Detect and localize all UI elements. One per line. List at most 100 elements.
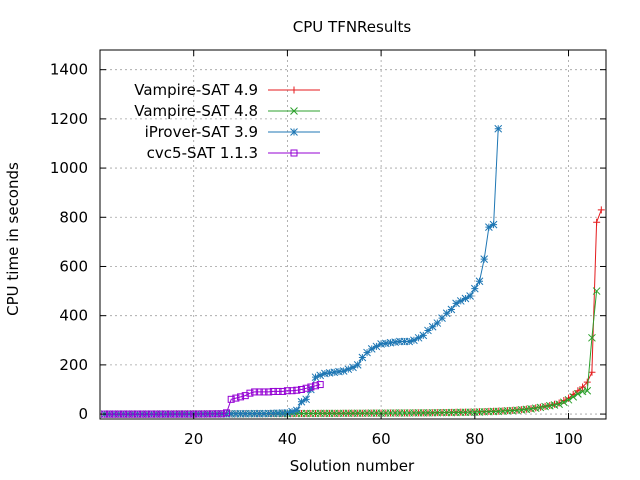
data-point — [283, 387, 291, 395]
data-point — [545, 401, 554, 410]
data-point — [410, 336, 418, 345]
y-tick-label: 600 — [59, 257, 88, 275]
data-point — [377, 340, 385, 348]
data-point — [133, 410, 141, 418]
data-point — [381, 339, 390, 348]
data-point — [251, 388, 259, 396]
data-point — [227, 409, 236, 418]
data-point — [213, 410, 221, 418]
data-point — [480, 255, 489, 263]
data-point — [367, 345, 376, 353]
y-tick-label: 0 — [78, 405, 88, 423]
data-point — [579, 383, 587, 391]
data-point — [339, 367, 348, 375]
data-point — [559, 398, 568, 407]
data-point — [578, 387, 587, 396]
series-2 — [100, 124, 503, 418]
data-point — [260, 409, 268, 418]
data-point — [166, 410, 174, 418]
legend-label: Vampire-SAT 4.8 — [134, 102, 258, 120]
data-point — [292, 406, 301, 415]
data-point — [115, 410, 123, 418]
data-point — [255, 388, 263, 396]
data-point — [597, 206, 605, 214]
legend-label: iProver-SAT 3.9 — [145, 123, 258, 141]
data-point — [438, 314, 446, 322]
data-point — [265, 388, 273, 396]
series-line — [104, 291, 598, 415]
legend-marker — [290, 149, 298, 157]
data-point — [536, 403, 545, 412]
y-tick-label: 1400 — [50, 61, 88, 79]
data-point — [297, 397, 306, 406]
data-point — [278, 409, 287, 417]
series-1 — [100, 287, 601, 418]
data-point — [148, 410, 156, 418]
data-point — [583, 378, 591, 386]
data-point — [194, 410, 202, 418]
data-point — [541, 402, 549, 411]
data-point — [372, 342, 381, 351]
data-point — [138, 410, 146, 418]
data-point — [241, 409, 250, 418]
data-point — [311, 373, 320, 382]
data-point — [208, 410, 216, 418]
data-point — [414, 333, 423, 342]
data-point — [110, 410, 118, 418]
data-point — [306, 385, 315, 394]
data-point — [232, 394, 240, 402]
legend-label: cvc5-SAT 1.1.3 — [147, 144, 258, 162]
data-point — [358, 353, 367, 362]
data-point — [302, 384, 310, 392]
data-point — [264, 409, 273, 418]
data-point — [246, 409, 254, 418]
data-point — [485, 223, 493, 231]
legend-marker — [290, 107, 298, 115]
data-point — [176, 410, 184, 418]
data-point — [363, 348, 371, 357]
y-axis-label: CPU time in seconds — [4, 162, 22, 316]
data-point — [316, 381, 324, 389]
data-point — [489, 220, 498, 229]
series-layer — [100, 124, 605, 418]
data-point — [204, 410, 212, 418]
data-point — [255, 409, 264, 418]
data-point — [269, 387, 277, 395]
data-point — [583, 386, 592, 395]
data-point — [232, 409, 240, 418]
chart-title: CPU TFNResults — [293, 18, 412, 36]
data-point — [335, 367, 343, 376]
data-point — [274, 409, 282, 417]
data-point — [442, 309, 451, 318]
data-point — [302, 395, 311, 404]
y-tick-label: 1000 — [50, 159, 88, 177]
data-point — [564, 395, 573, 404]
data-point — [312, 382, 320, 390]
data-point — [569, 393, 578, 401]
data-point — [330, 368, 339, 377]
data-point — [531, 404, 540, 413]
data-point — [260, 388, 268, 396]
legend-label: Vampire-SAT 4.9 — [134, 81, 258, 99]
data-point — [344, 365, 353, 374]
data-point — [592, 287, 601, 295]
x-tick-label: 80 — [465, 430, 484, 448]
data-point — [456, 297, 465, 305]
data-point — [185, 410, 193, 418]
data-point — [574, 387, 582, 395]
series-3 — [101, 381, 324, 418]
data-point — [105, 410, 113, 418]
data-point — [588, 333, 596, 342]
data-point — [250, 409, 259, 418]
data-point — [143, 410, 151, 418]
data-point — [494, 124, 503, 133]
data-point — [274, 387, 282, 395]
data-point — [391, 338, 400, 346]
data-point — [288, 387, 296, 395]
x-axis-label: Solution number — [290, 457, 415, 475]
data-point — [152, 410, 160, 418]
data-point — [353, 361, 362, 369]
data-point — [288, 407, 296, 416]
data-point — [124, 410, 132, 418]
